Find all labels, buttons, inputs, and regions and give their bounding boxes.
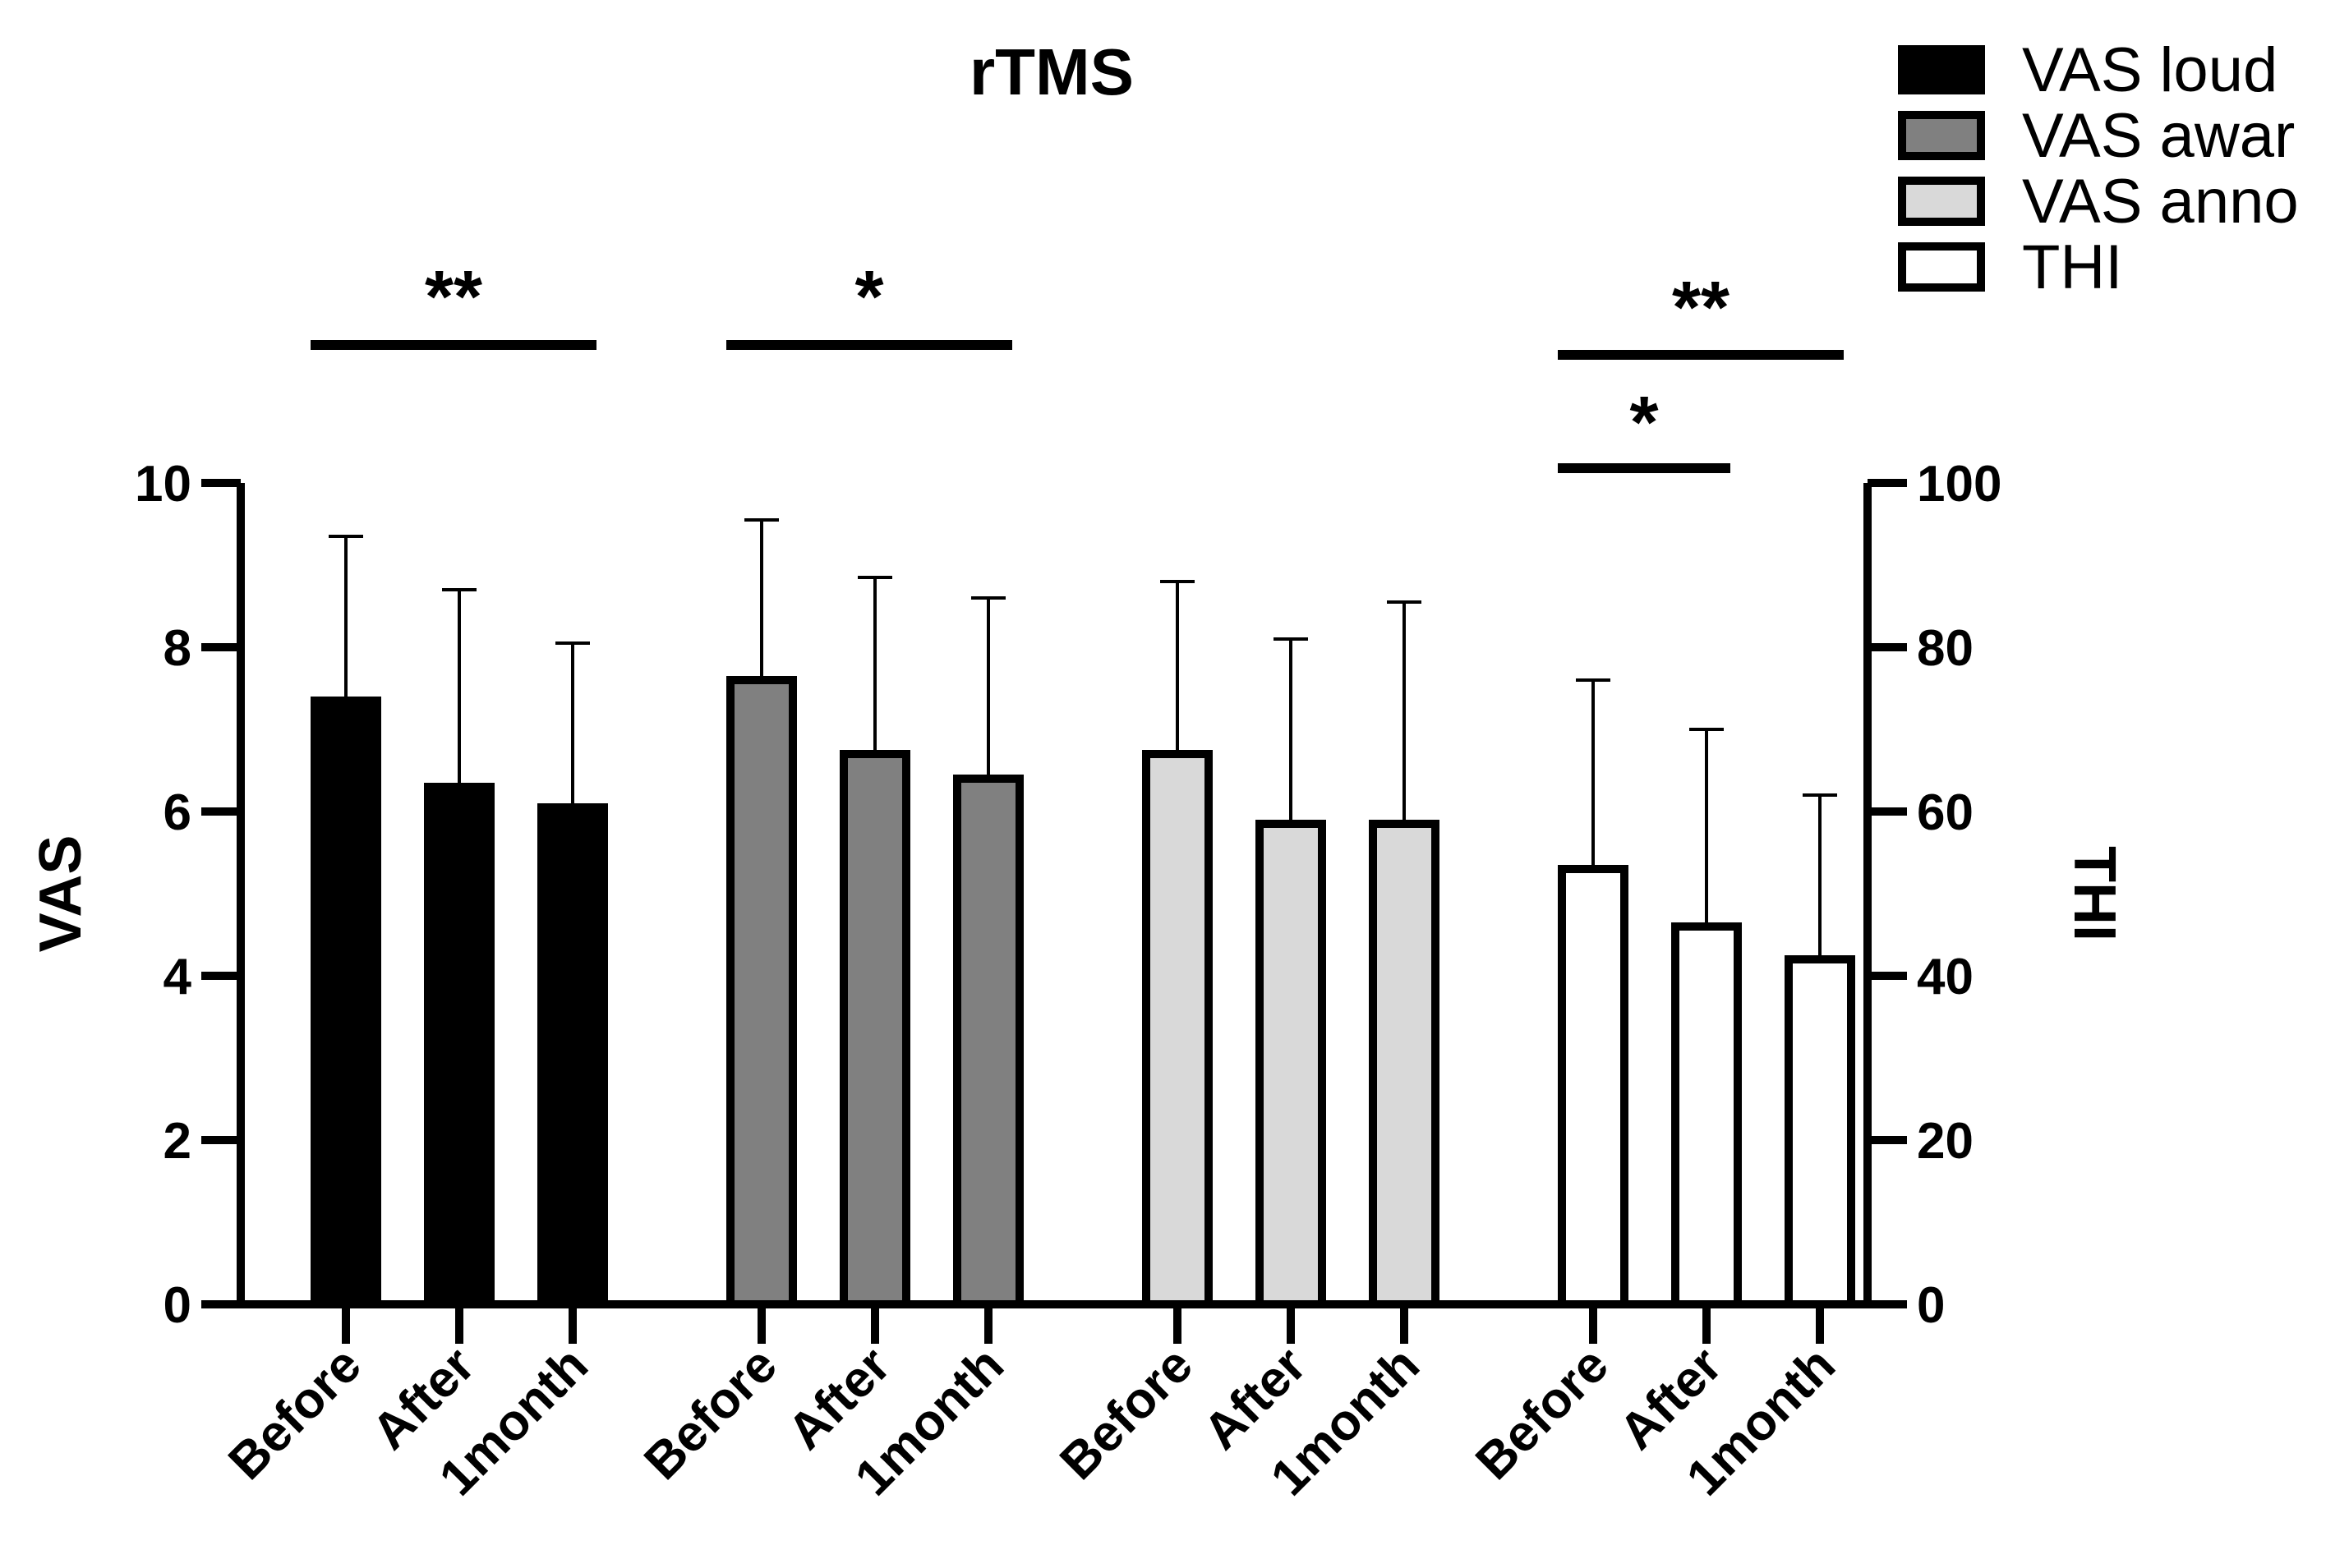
bar bbox=[537, 803, 608, 1308]
x-tick-label: Before bbox=[1465, 1336, 1619, 1491]
bar bbox=[726, 676, 797, 1308]
chart-title: rTMS bbox=[970, 35, 1134, 108]
bar bbox=[953, 775, 1024, 1308]
bar bbox=[1369, 820, 1439, 1308]
x-tick-label: Before bbox=[633, 1336, 788, 1491]
legend-swatch bbox=[1898, 242, 1985, 292]
y-tick-label-left: 4 bbox=[164, 949, 192, 1005]
y-tick-label-right: 20 bbox=[1917, 1113, 1974, 1170]
bar bbox=[840, 750, 910, 1308]
legend-swatch bbox=[1898, 111, 1985, 160]
legend-label: VAS anno bbox=[2022, 167, 2299, 237]
y-tick-label-left: 6 bbox=[164, 784, 191, 841]
bar bbox=[1671, 922, 1742, 1308]
x-tick-label: Before bbox=[218, 1336, 372, 1491]
significance-marker: ** bbox=[425, 256, 482, 338]
y-axis-right-title: THI bbox=[2061, 846, 2127, 941]
y-tick-label-left: 10 bbox=[135, 456, 191, 513]
bar bbox=[1558, 865, 1628, 1308]
bar bbox=[1785, 955, 1855, 1308]
y-axis-left-title: VAS bbox=[28, 835, 94, 953]
y-tick-label-left: 8 bbox=[164, 620, 191, 677]
legend-swatch bbox=[1898, 45, 1985, 94]
legend-swatch bbox=[1898, 177, 1985, 226]
y-tick-label-right: 60 bbox=[1917, 784, 1974, 841]
y-tick-label-left: 2 bbox=[164, 1113, 191, 1170]
bar bbox=[1255, 820, 1326, 1308]
x-tick-label: Before bbox=[1049, 1336, 1204, 1491]
significance-marker: ** bbox=[1672, 267, 1730, 349]
legend-label: VAS awar bbox=[2022, 101, 2295, 171]
legend-label: VAS loud bbox=[2022, 35, 2278, 105]
y-tick-label-right: 80 bbox=[1917, 620, 1974, 677]
y-tick-label-right: 40 bbox=[1917, 949, 1974, 1005]
y-tick-label-right: 100 bbox=[1917, 456, 2001, 513]
y-tick-label-left: 0 bbox=[164, 1277, 191, 1334]
y-tick-label-right: 0 bbox=[1917, 1277, 1945, 1334]
legend-label: THI bbox=[2022, 232, 2122, 302]
significance-marker: * bbox=[854, 256, 883, 338]
bar bbox=[424, 783, 495, 1308]
significance-marker: * bbox=[1629, 382, 1658, 464]
bar bbox=[1142, 750, 1213, 1308]
bar bbox=[311, 697, 381, 1308]
